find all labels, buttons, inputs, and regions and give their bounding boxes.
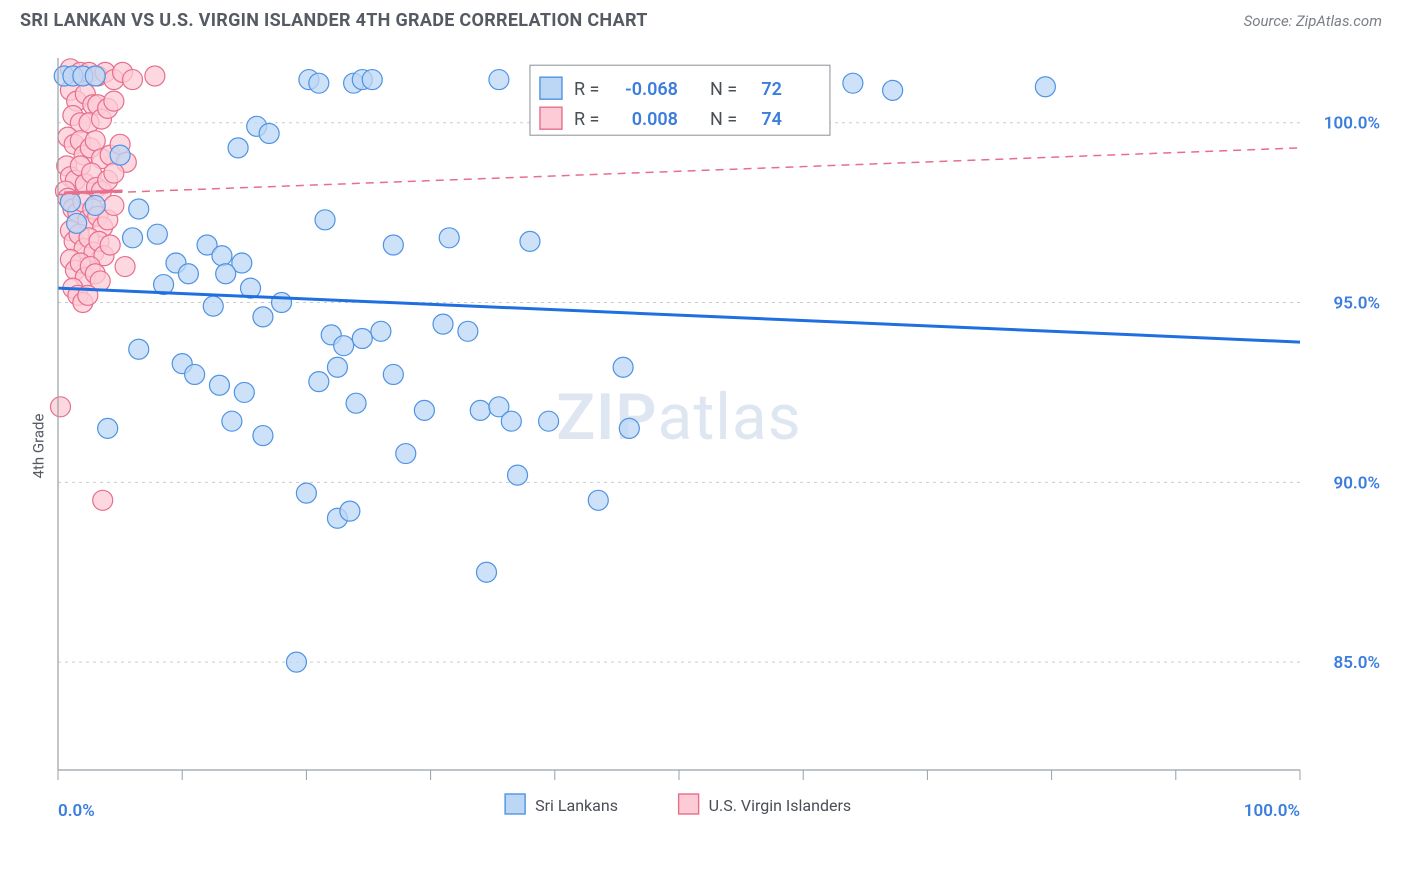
point-sri-lankan — [346, 393, 366, 413]
legend-n-value: 72 — [761, 79, 782, 100]
scatter-chart: 85.0% 90.0% 95.0% 100.0% ZIPatlas 0.0% 100.0% R… — [48, 50, 1390, 820]
legend-r-label: R = — [574, 79, 599, 100]
point-sri-lankan — [362, 70, 382, 90]
legend-label-sri-lankan: Sri Lankans — [535, 796, 618, 815]
point-sri-lankan — [396, 444, 416, 464]
point-sri-lankan — [85, 66, 105, 86]
point-sri-lankan — [296, 483, 316, 503]
point-sri-lankan — [458, 321, 478, 341]
legend-label-usvi: U.S. Virgin Islanders — [709, 796, 852, 815]
legend-r-value: 0.008 — [632, 109, 678, 130]
legend-n-value: 74 — [761, 109, 782, 130]
legend-n-label: N = — [710, 109, 737, 130]
point-sri-lankan — [259, 124, 279, 144]
point-sri-lankan — [340, 501, 360, 521]
y-axis-label: 4th Grade — [29, 414, 47, 479]
point-sri-lankan — [272, 293, 292, 313]
legend-swatch-sri-lankan — [505, 794, 525, 814]
point-sri-lankan — [234, 382, 254, 402]
legend-r-label: R = — [574, 109, 599, 130]
chart-header: SRI LANKAN VS U.S. VIRGIN ISLANDER 4TH G… — [0, 0, 1406, 37]
trend-sri-lankan — [58, 288, 1300, 342]
chart-title: SRI LANKAN VS U.S. VIRGIN ISLANDER 4TH G… — [20, 10, 648, 31]
y-tick-label: 90.0% — [1333, 473, 1380, 493]
point-sri-lankan — [1035, 77, 1055, 97]
point-sri-lankan — [309, 73, 329, 93]
y-tick-label: 95.0% — [1333, 294, 1380, 314]
point-sri-lankan — [476, 562, 496, 582]
point-sri-lankan — [129, 339, 149, 359]
point-sri-lankan — [67, 213, 87, 233]
point-sri-lankan — [253, 426, 273, 446]
point-sri-lankan — [212, 246, 232, 266]
point-sri-lankan — [334, 336, 354, 356]
point-sri-lankan — [209, 375, 229, 395]
point-sri-lankan — [489, 70, 509, 90]
point-usvi — [104, 91, 124, 111]
legend-swatch-sri-lankan — [540, 77, 562, 99]
point-sri-lankan — [110, 145, 130, 165]
point-sri-lankan — [123, 228, 143, 248]
point-usvi — [145, 66, 165, 86]
chart-svg: 85.0% 90.0% 95.0% 100.0% ZIPatlas 0.0% 100.0% R… — [48, 50, 1390, 860]
chart-source: Source: ZipAtlas.com — [1244, 12, 1382, 30]
point-sri-lankan — [371, 321, 391, 341]
point-sri-lankan — [414, 400, 434, 420]
point-sri-lankan — [228, 138, 248, 158]
point-sri-lankan — [588, 490, 608, 510]
point-sri-lankan — [129, 199, 149, 219]
point-sri-lankan — [383, 235, 403, 255]
point-sri-lankan — [539, 411, 559, 431]
point-sri-lankan — [178, 264, 198, 284]
point-sri-lankan — [203, 296, 223, 316]
point-sri-lankan — [613, 357, 633, 377]
point-sri-lankan — [315, 210, 335, 230]
watermark: ZIPatlas — [556, 380, 801, 455]
point-usvi — [123, 70, 143, 90]
point-usvi — [85, 131, 105, 151]
legend-r-value: -0.068 — [625, 79, 678, 100]
point-sri-lankan — [185, 364, 205, 384]
point-sri-lankan — [520, 231, 540, 251]
point-sri-lankan — [439, 228, 459, 248]
point-sri-lankan — [98, 418, 118, 438]
point-sri-lankan — [147, 224, 167, 244]
point-usvi — [93, 490, 113, 510]
point-sri-lankan — [216, 264, 236, 284]
point-sri-lankan — [433, 314, 453, 334]
point-sri-lankan — [619, 418, 639, 438]
point-usvi — [104, 195, 124, 215]
point-sri-lankan — [85, 195, 105, 215]
point-usvi — [100, 235, 120, 255]
point-sri-lankan — [470, 400, 490, 420]
legend-swatch-usvi — [540, 107, 562, 129]
y-tick-label: 100.0% — [1324, 114, 1380, 134]
point-sri-lankan — [352, 328, 372, 348]
point-sri-lankan — [843, 73, 863, 93]
x-tick-label: 100.0% — [1244, 801, 1300, 821]
point-sri-lankan — [501, 411, 521, 431]
point-sri-lankan — [222, 411, 242, 431]
point-sri-lankan — [883, 80, 903, 100]
legend-swatch-usvi — [679, 794, 699, 814]
point-sri-lankan — [286, 652, 306, 672]
trend-usvi-solid — [64, 191, 122, 193]
point-sri-lankan — [327, 357, 347, 377]
point-sri-lankan — [508, 465, 528, 485]
point-sri-lankan — [383, 364, 403, 384]
point-sri-lankan — [309, 372, 329, 392]
point-usvi — [104, 163, 124, 183]
x-tick-label: 0.0% — [58, 801, 95, 821]
point-usvi — [115, 257, 135, 277]
point-usvi — [50, 397, 70, 417]
y-tick-label: 85.0% — [1333, 653, 1380, 673]
legend-n-label: N = — [710, 79, 737, 100]
point-sri-lankan — [253, 307, 273, 327]
